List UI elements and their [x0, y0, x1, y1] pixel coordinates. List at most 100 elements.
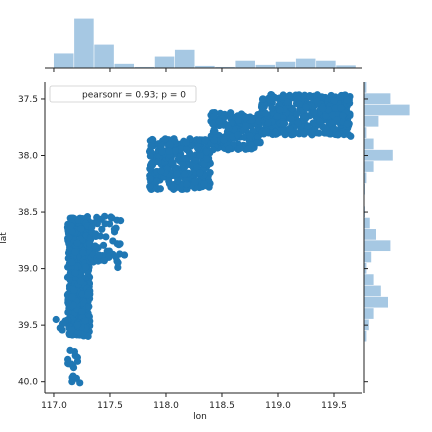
scatter-point: [293, 110, 301, 118]
scatter-point: [295, 100, 303, 108]
scatter-point: [242, 122, 250, 130]
scatter-point: [107, 213, 115, 221]
scatter-point: [58, 320, 67, 328]
scatter-point: [100, 257, 108, 265]
scatter-point: [206, 169, 214, 177]
y-axis-label: lat: [0, 232, 9, 244]
scatter-point: [147, 160, 156, 168]
scatter-point: [301, 113, 309, 121]
scatter-point: [98, 225, 106, 233]
scatter-point: [52, 315, 60, 324]
scatter-point: [71, 352, 79, 360]
scatter-point: [165, 177, 173, 185]
scatter-point: [88, 223, 96, 231]
scatter-point: [73, 239, 81, 247]
scatter-point: [64, 308, 72, 316]
scatter-point: [84, 291, 92, 299]
right-hist-bar: [364, 229, 376, 240]
scatter-point: [146, 175, 154, 183]
scatter-point: [225, 144, 233, 153]
scatter-point: [114, 263, 122, 272]
x-tick-label: 118.0: [153, 401, 179, 411]
scatter-point: [79, 249, 87, 257]
scatter-point: [302, 103, 310, 111]
scatter-point: [264, 119, 272, 127]
top-hist-bar: [174, 49, 195, 68]
scatter-point: [285, 92, 293, 100]
scatter-point: [173, 170, 181, 178]
top-hist-bar: [53, 53, 74, 68]
scatter-point: [161, 135, 169, 143]
y-tick-label: 39.5: [18, 321, 38, 331]
scatter-point: [91, 242, 99, 250]
scatter-point: [322, 112, 330, 120]
top-hist-bar: [316, 60, 336, 68]
scatter-point: [318, 105, 327, 113]
scatter-point: [227, 109, 235, 117]
scatter-point: [171, 147, 179, 155]
right-hist-bar: [364, 251, 372, 263]
scatter-point: [147, 142, 155, 150]
top-hist-bar: [94, 44, 114, 68]
right-hist-bar: [364, 138, 374, 150]
scatter-point: [84, 332, 92, 340]
scatter-point: [116, 240, 124, 248]
scatter-point: [69, 372, 77, 380]
right-hist-bar: [364, 127, 367, 138]
scatter-point: [193, 163, 201, 171]
scatter-point: [146, 183, 154, 191]
top-hist-bar: [295, 58, 316, 68]
x-tick-label: 117.5: [97, 401, 123, 411]
scatter-point: [196, 169, 204, 177]
scatter-point: [168, 158, 176, 166]
scatter-point: [315, 129, 323, 137]
top-hist-bar: [235, 60, 255, 68]
legend-handle: [55, 89, 75, 99]
top-hist-bar: [74, 18, 94, 69]
scatter-point: [316, 117, 324, 125]
x-tick-label: 118.5: [209, 401, 235, 411]
scatter-point: [95, 251, 103, 259]
scatter-point: [105, 247, 113, 255]
scatter-point: [99, 241, 108, 249]
x-axis-ticks: 117.0 117.5 118.0 118.5 119.0 119.5: [41, 68, 347, 411]
top-hist-bar: [336, 65, 356, 68]
scatter-point: [321, 124, 330, 132]
scatter-point: [166, 141, 174, 149]
right-hist-bar: [364, 93, 391, 105]
scatter-point: [209, 146, 217, 154]
right-hist-bar: [364, 240, 391, 252]
scatter-point: [102, 233, 110, 241]
scatter-point: [210, 112, 218, 120]
scatter-point: [253, 139, 261, 147]
scatter-point: [179, 160, 187, 169]
scatter-point: [112, 224, 120, 232]
right-hist-bar: [364, 115, 379, 127]
right-hist-bar: [364, 330, 367, 342]
scatter-point: [154, 158, 162, 166]
scatter-point: [306, 93, 314, 101]
scatter-point: [157, 167, 165, 175]
scatter-point: [70, 286, 78, 294]
scatter-point: [310, 108, 318, 116]
scatter-point: [327, 118, 335, 127]
scatter-point: [343, 96, 351, 104]
scatter-point: [67, 360, 75, 368]
scatter-point: [254, 133, 262, 141]
scatter-point: [201, 136, 209, 144]
scatter-point: [234, 116, 243, 125]
y-tick-label: 40.0: [18, 378, 38, 388]
scatter-point: [157, 142, 165, 150]
scatter-point: [337, 104, 345, 112]
scatter-point: [294, 119, 302, 128]
scatter-point: [202, 155, 211, 163]
scatter-point: [210, 136, 218, 144]
scatter-point: [65, 233, 73, 241]
legend-frame: [49, 85, 197, 103]
top-hist-bar: [215, 66, 235, 68]
right-hist-bar: [364, 104, 410, 116]
scatter-point: [286, 125, 294, 133]
scatter-point: [271, 128, 280, 136]
scatter-point: [191, 178, 199, 186]
